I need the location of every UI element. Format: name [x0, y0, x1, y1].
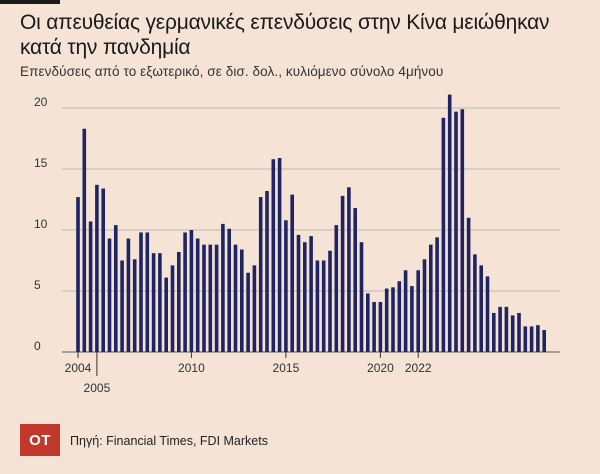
- bar: [466, 217, 471, 352]
- bar: [76, 197, 80, 352]
- bar: [441, 117, 446, 352]
- bar: [240, 249, 244, 352]
- bar: [290, 194, 294, 352]
- bar: [315, 260, 320, 352]
- bar: [145, 232, 150, 352]
- bar: [340, 195, 345, 352]
- bar: [447, 94, 452, 352]
- bar: [221, 223, 225, 352]
- bar: [170, 265, 175, 352]
- bar: [366, 293, 370, 352]
- bar: [139, 232, 143, 352]
- bar: [429, 244, 433, 352]
- ot-logo: ΟΤ: [20, 424, 60, 456]
- bar: [517, 312, 521, 352]
- x-tick-label: 2020: [367, 361, 394, 375]
- bar: [195, 238, 200, 352]
- y-tick-label: 20: [34, 95, 48, 109]
- bar: [498, 306, 502, 352]
- bar: [82, 128, 87, 352]
- bar: [372, 301, 376, 352]
- bar: [353, 208, 357, 352]
- bar: [126, 238, 131, 352]
- bars: [76, 94, 546, 352]
- bar: [177, 251, 181, 352]
- x-tick-label: 2005: [84, 381, 111, 395]
- bar: [265, 190, 269, 352]
- bar: [151, 253, 156, 352]
- bar: [183, 232, 187, 352]
- bar: [454, 111, 458, 352]
- bar: [227, 228, 231, 352]
- bar: [303, 242, 307, 352]
- bar: [403, 270, 408, 352]
- x-tick-label: 2010: [178, 361, 205, 375]
- y-axis-ticks: 0 5 10 15 20: [34, 95, 48, 353]
- bar: [397, 281, 402, 352]
- bar: [410, 286, 414, 352]
- bar: [284, 220, 288, 352]
- bar: [132, 259, 137, 352]
- chart-subtitle: Επενδύσεις από το εξωτερικό, σε δισ. δολ…: [20, 64, 444, 79]
- bar: [202, 244, 206, 352]
- bar: [107, 238, 112, 352]
- bar: [101, 188, 105, 352]
- bar: [473, 254, 477, 352]
- bar: [252, 265, 257, 352]
- bar: [95, 184, 99, 352]
- bar: [164, 277, 168, 352]
- bar: [479, 265, 483, 352]
- bar: [359, 242, 364, 352]
- y-tick-label: 10: [34, 217, 48, 231]
- bar: [435, 237, 439, 352]
- source-note: Πηγή: Financial Times, FDI Markets: [70, 434, 268, 448]
- y-tick-label: 0: [34, 339, 41, 353]
- bar: [246, 272, 250, 352]
- x-tick-label: 2004: [65, 361, 92, 375]
- bar: [277, 158, 282, 352]
- bar: [536, 325, 540, 352]
- bar: [542, 330, 546, 352]
- bar: [114, 225, 118, 352]
- bar: [258, 197, 263, 352]
- bar: [233, 244, 238, 352]
- bar: [378, 301, 383, 352]
- bar: [384, 288, 389, 352]
- y-tick-label: 15: [34, 156, 48, 170]
- bar: [523, 326, 528, 352]
- bar: [296, 234, 301, 352]
- bar: [189, 230, 194, 352]
- bar: [416, 270, 420, 352]
- bar: [334, 225, 339, 352]
- bar: [328, 250, 332, 352]
- chart-title: Οι απευθείας γερμανικές επενδύσεις στην …: [20, 11, 550, 59]
- bar: [510, 315, 515, 352]
- bar: [492, 312, 496, 352]
- bar: [504, 306, 509, 352]
- bar: [309, 236, 313, 352]
- x-tick-label: 2015: [273, 361, 300, 375]
- x-tick-label: 2022: [405, 361, 432, 375]
- bar: [88, 221, 93, 352]
- bar: [485, 276, 490, 352]
- bar: [271, 159, 276, 352]
- bar: [460, 109, 465, 352]
- bar: [391, 287, 395, 352]
- bar: [321, 260, 326, 352]
- bar: [347, 187, 351, 352]
- bar: [422, 259, 427, 352]
- bar: [208, 244, 213, 352]
- bar: [158, 253, 162, 352]
- x-axis-ticks: 2004 2005 2010 2015 2020 2022: [65, 352, 432, 395]
- y-tick-label: 5: [34, 278, 41, 292]
- bar: [120, 260, 124, 352]
- bar: [214, 244, 219, 352]
- top-accent-bar: [0, 0, 60, 4]
- bar: [529, 326, 534, 352]
